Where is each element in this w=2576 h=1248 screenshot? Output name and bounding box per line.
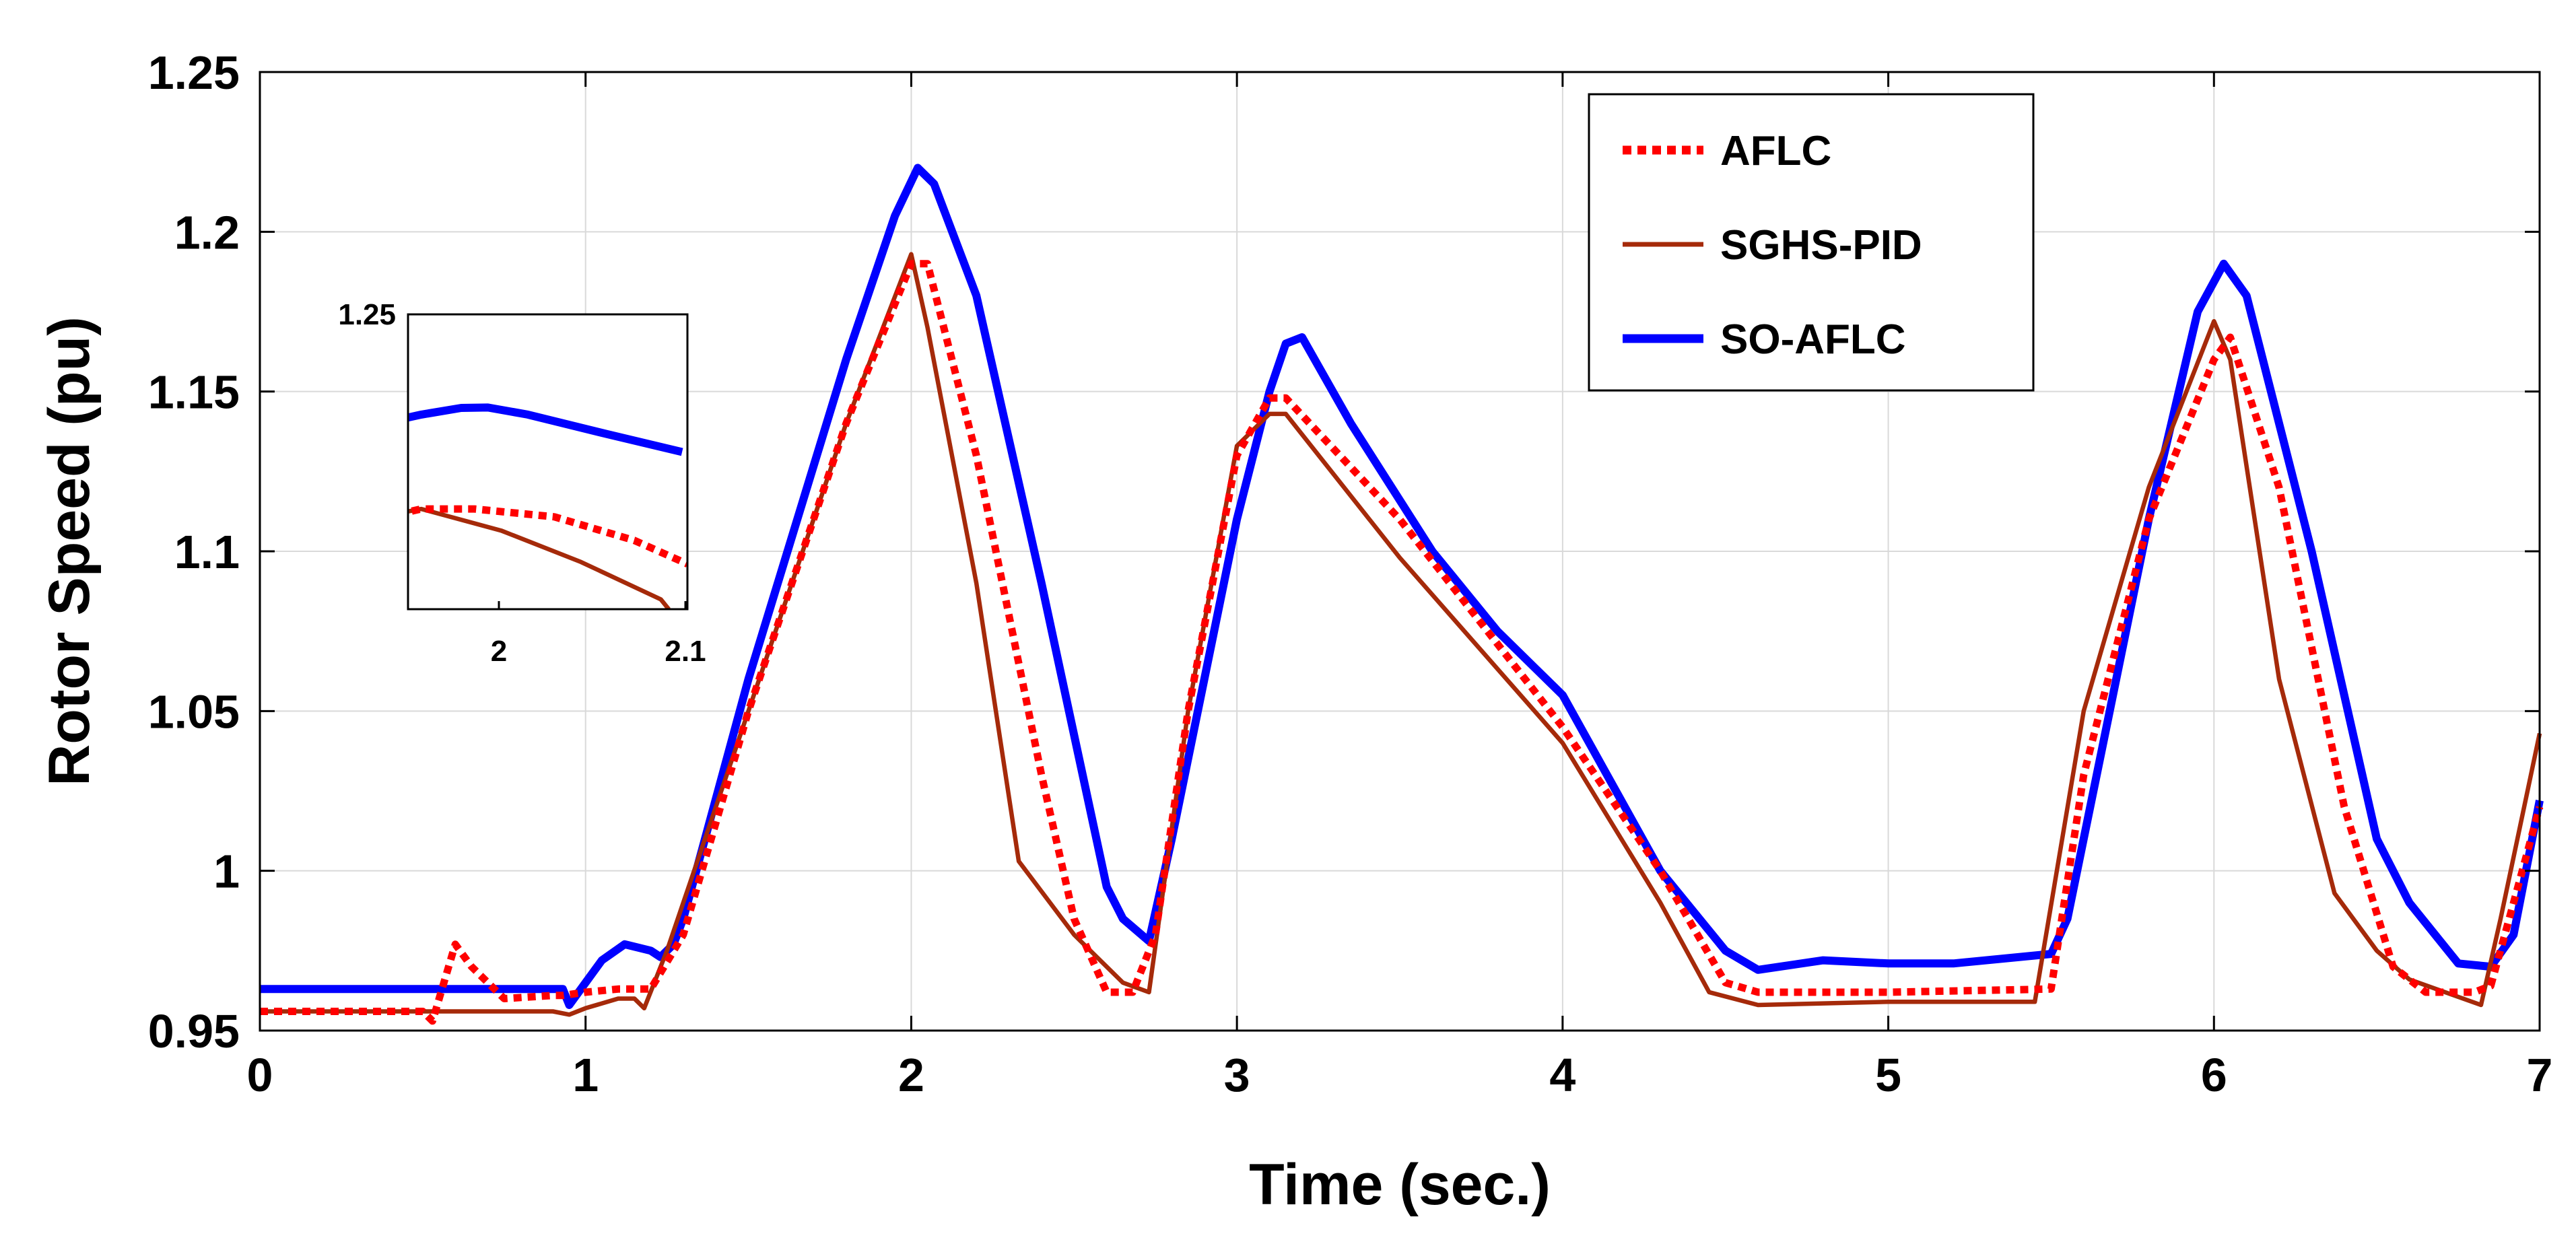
- y-tick-label-1.25: 1.25: [148, 46, 240, 99]
- inset-series-line-aflc: [408, 505, 687, 567]
- y-axis-title: Rotor Speed (pu): [37, 316, 102, 786]
- inset-frame: [407, 313, 689, 611]
- inset-series-layer: [408, 403, 687, 609]
- x-tick-label-2: 2: [898, 1049, 924, 1101]
- x-tick-label-1: 1: [572, 1049, 599, 1101]
- y-tick-label-1: 1: [213, 845, 240, 898]
- y-tick-label-1.05: 1.05: [148, 685, 240, 738]
- inset-series-line-sghs-pid: [408, 506, 671, 609]
- y-tick-label-1.2: 1.2: [174, 206, 240, 258]
- legend: AFLC SGHS-PID SO-AFLC: [1588, 93, 2035, 392]
- x-tick-label-3: 3: [1224, 1049, 1250, 1101]
- y-tick-label-0.95: 0.95: [148, 1005, 240, 1058]
- legend-label-so-aflc: SO-AFLC: [1720, 316, 1906, 363]
- y-tick-label-1.15: 1.15: [148, 366, 240, 419]
- series-line-aflc: [260, 260, 2544, 1025]
- x-tick-label-4: 4: [1549, 1049, 1575, 1101]
- x-tick-label-5: 5: [1875, 1049, 1901, 1101]
- x-tick-label-7: 7: [2527, 1049, 2553, 1101]
- y-tick-label-1.1: 1.1: [174, 526, 240, 578]
- inset-background: [408, 314, 687, 609]
- inset-series-line-so-aflc: [408, 403, 683, 456]
- series-line-so-aflc: [260, 164, 2544, 1009]
- x-tick-label-0: 0: [247, 1049, 273, 1101]
- x-axis-title: Time (sec.): [1249, 1152, 1551, 1217]
- series-layer: [260, 164, 2544, 1025]
- legend-label-sghs-pid: SGHS-PID: [1720, 222, 1922, 269]
- series-line-sghs-pid: [260, 252, 2542, 1017]
- inset-zoom: 2 2.1 1.25: [338, 298, 706, 668]
- x-tick-label-6: 6: [2201, 1049, 2227, 1101]
- inset-x-tick-label-2.1: 2.1: [665, 635, 706, 668]
- legend-label-aflc: AFLC: [1720, 128, 1831, 174]
- axes: 0 1 2 3 4 5 6 7 0.95 1 1.05 1.1 1.15 1.2 1.25: [148, 46, 2553, 1101]
- inset-x-tick-label-2: 2: [491, 635, 507, 668]
- inset-y-tick-label-1.25: 1.25: [338, 298, 396, 331]
